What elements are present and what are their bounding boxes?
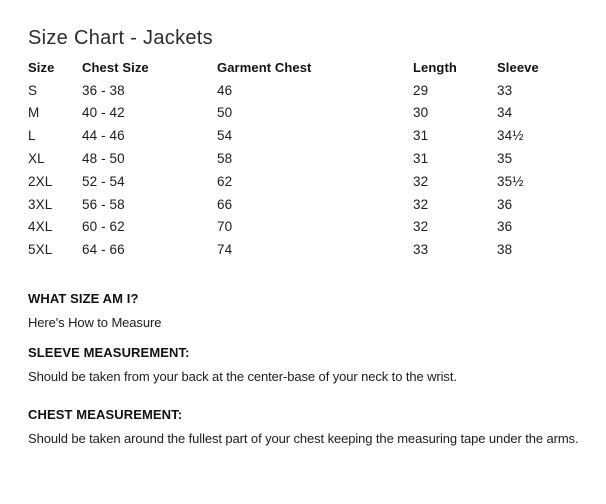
size-chart-table: Size Chest Size Garment Chest Length Sle… [28, 56, 582, 261]
table-cell: 33 [413, 242, 429, 258]
column-header-size: Size [28, 59, 55, 75]
table-row: S 36 - 38 46 29 33 [28, 79, 582, 102]
table-cell: 2XL [28, 173, 53, 189]
table-cell: 34½ [497, 128, 524, 144]
table-cell: 56 - 58 [82, 196, 125, 212]
table-cell: 74 [217, 242, 233, 258]
table-cell: 32 [413, 219, 429, 235]
column-header-chest-size: Chest Size [82, 59, 149, 75]
table-cell: 46 [217, 82, 233, 98]
table-cell: 44 - 46 [82, 128, 125, 144]
table-cell: 32 [413, 196, 429, 212]
table-cell: 48 - 50 [82, 151, 125, 167]
table-cell: 3XL [28, 196, 53, 212]
table-cell: 35½ [497, 173, 524, 189]
table-cell: 70 [217, 219, 233, 235]
table-cell: 40 - 42 [82, 105, 125, 121]
table-cell: L [28, 128, 36, 144]
table-cell: 33 [497, 82, 513, 98]
chest-measurement-heading: CHEST MEASUREMENT: [28, 407, 183, 423]
table-cell: 36 [497, 219, 513, 235]
table-row: L 44 - 46 54 31 34½ [28, 124, 582, 147]
what-size-heading: WHAT SIZE AM I? [28, 291, 139, 307]
table-cell: 38 [497, 242, 513, 258]
table-header-row: Size Chest Size Garment Chest Length Sle… [28, 56, 582, 79]
table-row: 2XL 52 - 54 62 32 35½ [28, 170, 582, 193]
what-size-body: Here's How to Measure [28, 315, 162, 331]
table-cell: 5XL [28, 242, 53, 258]
table-cell: M [28, 105, 40, 121]
chest-measurement-body: Should be taken around the fullest part … [28, 431, 579, 447]
sleeve-measurement-heading: SLEEVE MEASUREMENT: [28, 345, 190, 361]
table-row: M 40 - 42 50 30 34 [28, 102, 582, 125]
table-cell: 58 [217, 151, 233, 167]
table-cell: 30 [413, 105, 429, 121]
table-cell: 52 - 54 [82, 173, 125, 189]
table-cell: 62 [217, 173, 233, 189]
table-row: XL 48 - 50 58 31 35 [28, 147, 582, 170]
table-cell: 54 [217, 128, 233, 144]
table-cell: 32 [413, 173, 429, 189]
table-cell: 36 - 38 [82, 82, 125, 98]
page-title: Size Chart - Jackets [28, 27, 213, 49]
table-row: 3XL 56 - 58 66 32 36 [28, 193, 582, 216]
table-cell: 4XL [28, 219, 53, 235]
table-row: 4XL 60 - 62 70 32 36 [28, 216, 582, 239]
table-cell: XL [28, 151, 45, 167]
column-header-garment-chest: Garment Chest [217, 59, 312, 75]
table-cell: 36 [497, 196, 513, 212]
table-cell: 35 [497, 151, 513, 167]
measurement-info: WHAT SIZE AM I? Here's How to Measure SL… [28, 291, 582, 447]
table-cell: 34 [497, 105, 513, 121]
table-cell: 66 [217, 196, 233, 212]
table-row: 5XL 64 - 66 74 33 38 [28, 238, 582, 261]
sleeve-measurement-body: Should be taken from your back at the ce… [28, 369, 457, 385]
table-cell: 31 [413, 128, 429, 144]
table-cell: 50 [217, 105, 233, 121]
column-header-sleeve: Sleeve [497, 59, 539, 75]
table-cell: S [28, 82, 38, 98]
table-cell: 64 - 66 [82, 242, 125, 258]
column-header-length: Length [413, 59, 457, 75]
table-cell: 29 [413, 82, 429, 98]
table-cell: 60 - 62 [82, 219, 125, 235]
table-cell: 31 [413, 151, 429, 167]
